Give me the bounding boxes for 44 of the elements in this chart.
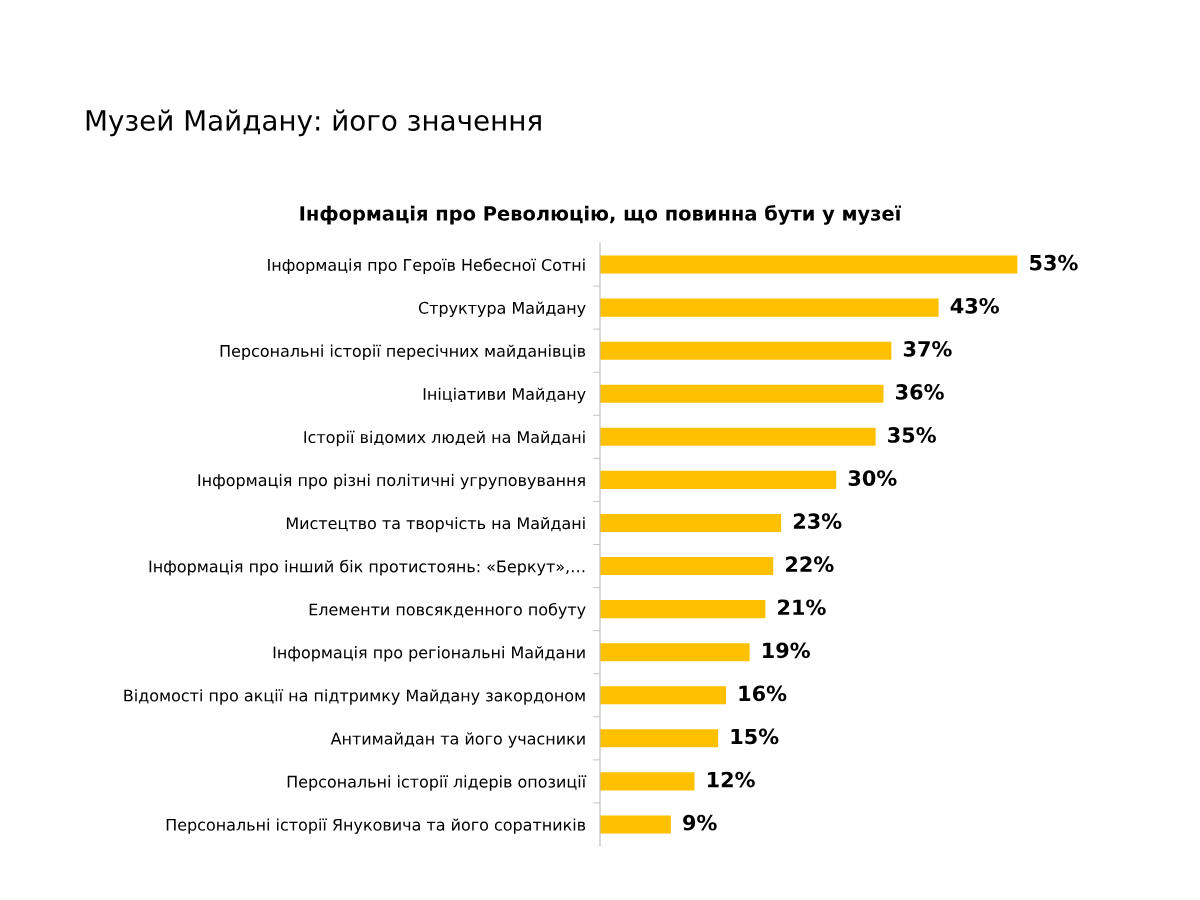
bar — [600, 643, 750, 662]
y-tick-label: Персональні історії Януковича та його соратників — [166, 818, 586, 834]
bar — [600, 341, 892, 360]
y-tick-label: Персональні історії пересічних майданівців — [220, 344, 586, 361]
y-tick-label: Антимайдан та його учасники — [330, 732, 585, 748]
data-label: 22% — [786, 556, 834, 573]
bar — [600, 729, 719, 748]
bar — [600, 298, 939, 317]
data-label: 9% — [683, 814, 717, 831]
data-label: 19% — [763, 642, 810, 659]
data-label: 37% — [903, 340, 952, 357]
data-label: 15% — [731, 728, 779, 745]
data-label: 30% — [848, 470, 897, 486]
data-label: 36% — [896, 384, 944, 400]
y-tick-label: Ініціативи Майдану — [423, 387, 586, 404]
y-tick-label: Елементи повсякденного побуту — [309, 602, 586, 619]
bar — [600, 686, 726, 705]
bar — [600, 556, 774, 576]
data-label: 23% — [793, 513, 842, 530]
bar — [600, 600, 766, 619]
y-tick-label: Інформація про регіональні Майдани — [273, 646, 585, 662]
y-tick-label: Інформація про інший бік протистоянь: «Беркут»,… — [149, 559, 585, 576]
y-tick-label: Відомості про акції на підтримку Майдану закордоном — [124, 689, 585, 705]
data-label: 16% — [739, 685, 787, 702]
y-tick-label: Історії відомих людей на Майдані — [304, 430, 585, 447]
text: Музей Майдану: його значення — [86, 109, 541, 137]
y-tick-label: Персональні історії лідерів опозиції — [287, 775, 587, 791]
bar — [600, 815, 671, 834]
data-label: 35% — [888, 427, 936, 443]
chart-subtitle: Інформація про Революцію, що повинна бути у музеї — [300, 205, 901, 225]
y-tick-label: Структура Майдану — [418, 301, 586, 317]
y-tick-label: Інформація про різні політичні угруповування — [198, 473, 585, 490]
bar — [600, 470, 837, 489]
y-tick-label: Інформація про Героїв Небесної Сотні — [268, 258, 585, 275]
data-label: 43% — [950, 297, 999, 314]
data-label: 53% — [1030, 254, 1078, 271]
bar — [600, 513, 782, 533]
bar — [600, 255, 1018, 274]
bar — [600, 772, 695, 791]
bar — [600, 384, 884, 403]
data-label: 21% — [778, 599, 826, 616]
data-label: 12% — [707, 771, 755, 788]
y-tick-label: Мистецтво та творчість на Майдані — [286, 516, 585, 533]
bar — [600, 427, 876, 446]
